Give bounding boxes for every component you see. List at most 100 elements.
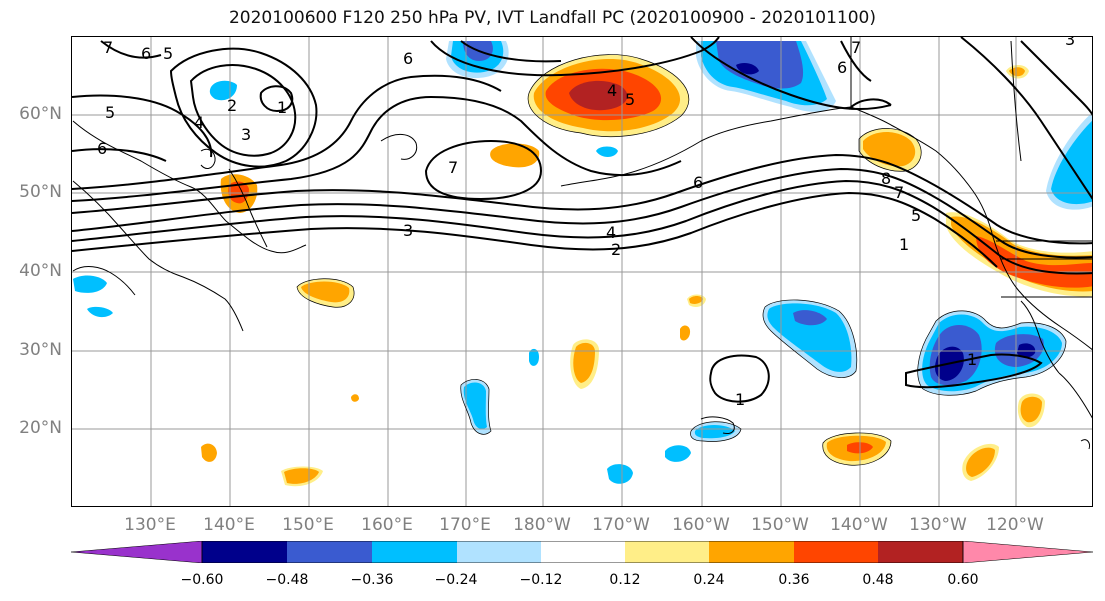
colorbar-segment bbox=[794, 541, 878, 563]
colorbar-segment bbox=[202, 541, 287, 563]
negative-anomaly bbox=[767, 303, 852, 372]
colorbar-tick: −0.24 bbox=[434, 572, 478, 588]
negative-anomaly bbox=[596, 146, 618, 157]
lat-label-40n: 40°N bbox=[19, 261, 62, 281]
contour-labels: 7 6 5 5 6 4 3 1 2 6 7 3 4 5 7 6 6 8 7 5 … bbox=[97, 37, 1075, 409]
coastlines bbox=[72, 37, 1092, 450]
positive-anomaly bbox=[689, 296, 703, 304]
colorbar-extend-low bbox=[71, 541, 203, 563]
lon-label-170e: 170°E bbox=[439, 515, 491, 535]
colorbar-segment bbox=[709, 541, 794, 563]
contour-label: 6 bbox=[97, 139, 107, 158]
colorbar-tick: −0.60 bbox=[180, 572, 224, 588]
negative-anomaly bbox=[607, 464, 633, 484]
lon-label-180w: 180°W bbox=[513, 515, 571, 535]
contour-label: 6 bbox=[693, 173, 703, 192]
colorbar-segment bbox=[287, 541, 372, 563]
pv-contours bbox=[72, 37, 1092, 403]
contour-label: 6 bbox=[403, 49, 413, 68]
contour-label: 7 bbox=[851, 38, 861, 57]
lon-label-170w: 170°W bbox=[592, 515, 650, 535]
positive-anomaly bbox=[284, 468, 319, 484]
colorbar-tick: −0.48 bbox=[265, 572, 309, 588]
lat-label-30n: 30°N bbox=[19, 340, 62, 360]
contour-label: 7 bbox=[448, 158, 458, 177]
colorbar-segment bbox=[541, 541, 625, 563]
map-panel: 7 6 5 5 6 4 3 1 2 6 7 3 4 5 7 6 6 8 7 5 … bbox=[71, 36, 1093, 507]
contour-label: 4 bbox=[606, 223, 616, 242]
contour-label: 6 bbox=[837, 58, 847, 77]
contour-label: 7 bbox=[103, 38, 113, 57]
contour-label: 7 bbox=[894, 183, 904, 202]
colorbar-extend-high bbox=[962, 541, 1093, 563]
negative-anomaly bbox=[463, 382, 487, 429]
lon-label-150w: 150°W bbox=[751, 515, 809, 535]
contour-label: 4 bbox=[194, 113, 204, 132]
negative-anomaly bbox=[529, 348, 539, 366]
negative-anomaly bbox=[73, 275, 107, 293]
colorbar-tick: 0.24 bbox=[693, 572, 725, 588]
contour-label: 3 bbox=[1065, 37, 1075, 49]
lat-label-50n: 50°N bbox=[19, 182, 62, 202]
graticule bbox=[72, 37, 1092, 506]
positive-anomaly bbox=[228, 181, 249, 204]
colorbar-tick: 0.60 bbox=[947, 572, 979, 588]
lon-label-140e: 140°E bbox=[203, 515, 255, 535]
lat-label-60n: 60°N bbox=[19, 104, 62, 124]
positive-anomaly bbox=[201, 443, 217, 462]
colorbar-tick: 0.12 bbox=[609, 572, 641, 588]
colorbar-tick: −0.12 bbox=[519, 572, 563, 588]
map-title: 2020100600 F120 250 hPa PV, IVT Landfall… bbox=[228, 8, 876, 28]
positive-anomaly bbox=[966, 447, 995, 477]
contour-label: 5 bbox=[911, 206, 921, 225]
colorbar-segment bbox=[372, 541, 457, 563]
contour-label: 1 bbox=[735, 390, 745, 409]
lon-label-150e: 150°E bbox=[282, 515, 334, 535]
positive-anomaly bbox=[1020, 396, 1042, 423]
colorbar-segment bbox=[625, 541, 709, 563]
positive-anomaly bbox=[573, 342, 595, 383]
colorbar-tick: −0.36 bbox=[350, 572, 394, 588]
contour-label: 2 bbox=[611, 240, 621, 259]
contour-label: 3 bbox=[241, 125, 251, 144]
contour-label: 8 bbox=[881, 169, 891, 188]
contour-label: 1 bbox=[967, 350, 977, 369]
colorbar-segment bbox=[878, 541, 963, 563]
colorbar-tick: 0.36 bbox=[778, 572, 810, 588]
negative-anomaly bbox=[1017, 343, 1036, 358]
negative-anomaly bbox=[665, 445, 691, 462]
positive-anomaly bbox=[680, 325, 691, 341]
positive-anomaly bbox=[301, 281, 350, 303]
negative-anomaly bbox=[793, 310, 827, 326]
positive-anomaly bbox=[863, 132, 916, 167]
negative-anomaly bbox=[694, 425, 735, 439]
contour-label: 2 bbox=[227, 96, 237, 115]
lon-label-130e: 130°E bbox=[124, 515, 176, 535]
lon-label-160e: 160°E bbox=[361, 515, 413, 535]
negative-anomaly bbox=[87, 306, 113, 318]
contour-label: 5 bbox=[625, 90, 635, 109]
lon-label-120w: 120°W bbox=[986, 515, 1044, 535]
map-svg: 7 6 5 5 6 4 3 1 2 6 7 3 4 5 7 6 6 8 7 5 … bbox=[72, 37, 1092, 506]
contour-label: 1 bbox=[277, 98, 287, 117]
colorbar bbox=[71, 541, 1093, 563]
positive-anomaly bbox=[490, 143, 540, 168]
lon-label-140w: 140°W bbox=[830, 515, 888, 535]
contour-label: 4 bbox=[607, 81, 617, 100]
contour-label: 5 bbox=[105, 103, 115, 122]
contour-label: 5 bbox=[163, 44, 173, 63]
lon-label-130w: 130°W bbox=[909, 515, 967, 535]
contour-label: 6 bbox=[141, 44, 151, 63]
negative-anomaly bbox=[736, 63, 759, 75]
positive-anomaly bbox=[351, 394, 359, 402]
colorbar-tick: 0.48 bbox=[862, 572, 894, 588]
lon-label-160w: 160°W bbox=[672, 515, 730, 535]
positive-anomaly bbox=[569, 80, 628, 111]
positive-anomaly bbox=[976, 236, 1092, 288]
contour-label: 3 bbox=[403, 221, 413, 240]
contour-label: 1 bbox=[899, 235, 909, 254]
lat-label-20n: 20°N bbox=[19, 418, 62, 438]
anomaly-outlines bbox=[296, 54, 1067, 466]
anomaly-fills bbox=[73, 41, 1092, 487]
colorbar-segment bbox=[457, 541, 541, 563]
